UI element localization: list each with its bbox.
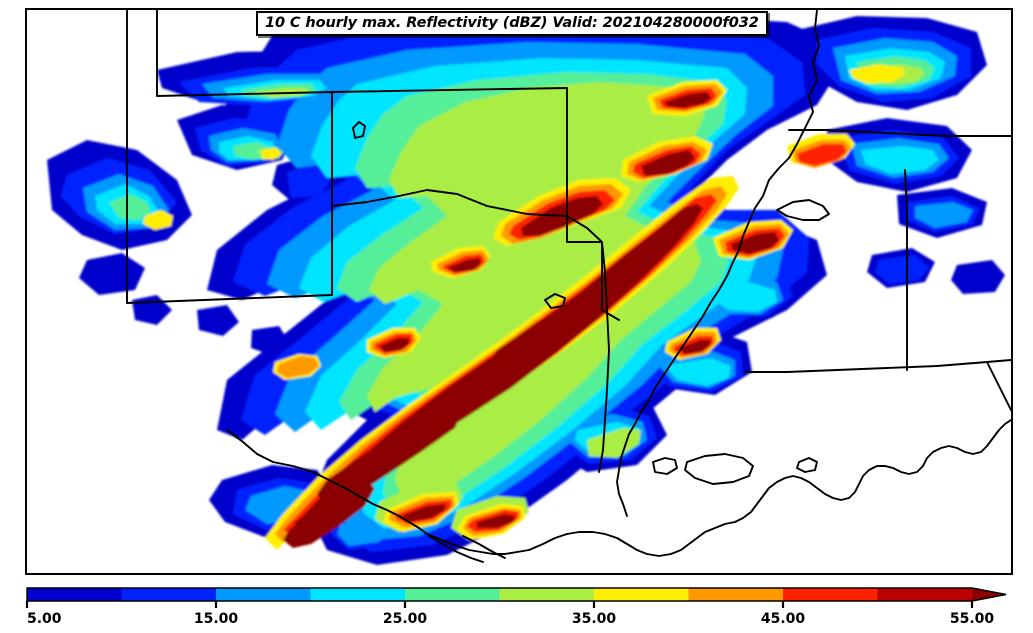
colorbar-band-10-15 [121,588,216,601]
reflectivity-contour-field [47,12,1005,565]
geography-layer [126,10,1011,563]
colorbar-label-5: 5.00 [27,611,62,627]
dbz-band-50-plus [283,92,779,548]
state-border-red-river [331,189,603,243]
colorbar-band-40-45 [688,588,783,601]
state-border-texas-louisiana [598,241,610,473]
colorbar-ticks [25,601,974,608]
colorbar-label-45: 45.00 [761,611,806,627]
title-box: 10 C hourly max. Reflectivity (dBZ) Vali… [256,11,768,36]
colorbar-band-50-55 [877,588,972,601]
lake-maurepas [652,457,678,475]
plot-title: 10 C hourly max. Reflectivity (dBZ) Vali… [265,15,759,31]
map-panel [25,8,1013,575]
colorbar-outline [26,587,1007,602]
coastline-louisiana-delta [528,419,1011,557]
colorbar-band-35-40 [594,588,689,601]
barrier-islands-texas [428,535,484,563]
state-border-new-mexico [126,10,333,304]
mississippi-river [616,10,820,517]
state-border-arkansas-north [788,129,1011,137]
colorbar-label-15: 15.00 [194,611,239,627]
lake-texas-panhandle [352,121,366,139]
lake-borgne [796,457,818,473]
colorbar-bands [27,588,972,601]
colorbar-band-45-50 [783,588,878,601]
colorbar: 5.00 15.00 25.00 35.00 45.00 55.00 [0,583,1033,633]
lake-arkansas [776,199,830,221]
reservoir-toledo-bend [544,293,566,309]
colorbar-band-20-25 [310,588,405,601]
colorbar-band-15-20 [216,588,311,601]
barrier-island-galveston [462,535,506,559]
colorbar-svg: 5.00 15.00 25.00 35.00 45.00 55.00 [25,587,1007,627]
state-border-texas-north [331,87,620,321]
colorbar-label-25: 25.00 [383,611,428,627]
reflectivity-map [27,10,1011,573]
colorbar-extend-arrow [26,587,1007,602]
colorbar-label-35: 35.00 [572,611,617,627]
lake-pontchartrain [684,453,754,485]
coastline-texas [226,429,530,555]
state-border-mississippi-alabama [904,169,908,371]
colorbar-band-5-10 [27,588,122,601]
colorbar-extend-high-arrow [972,588,1006,601]
state-border-alabama-west [986,361,1011,411]
colorbar-tick-labels: 5.00 15.00 25.00 35.00 45.00 55.00 [27,611,994,627]
colorbar-band-25-30 [405,588,500,601]
colorbar-label-55: 55.00 [950,611,995,627]
colorbar-band-30-35 [499,588,594,601]
